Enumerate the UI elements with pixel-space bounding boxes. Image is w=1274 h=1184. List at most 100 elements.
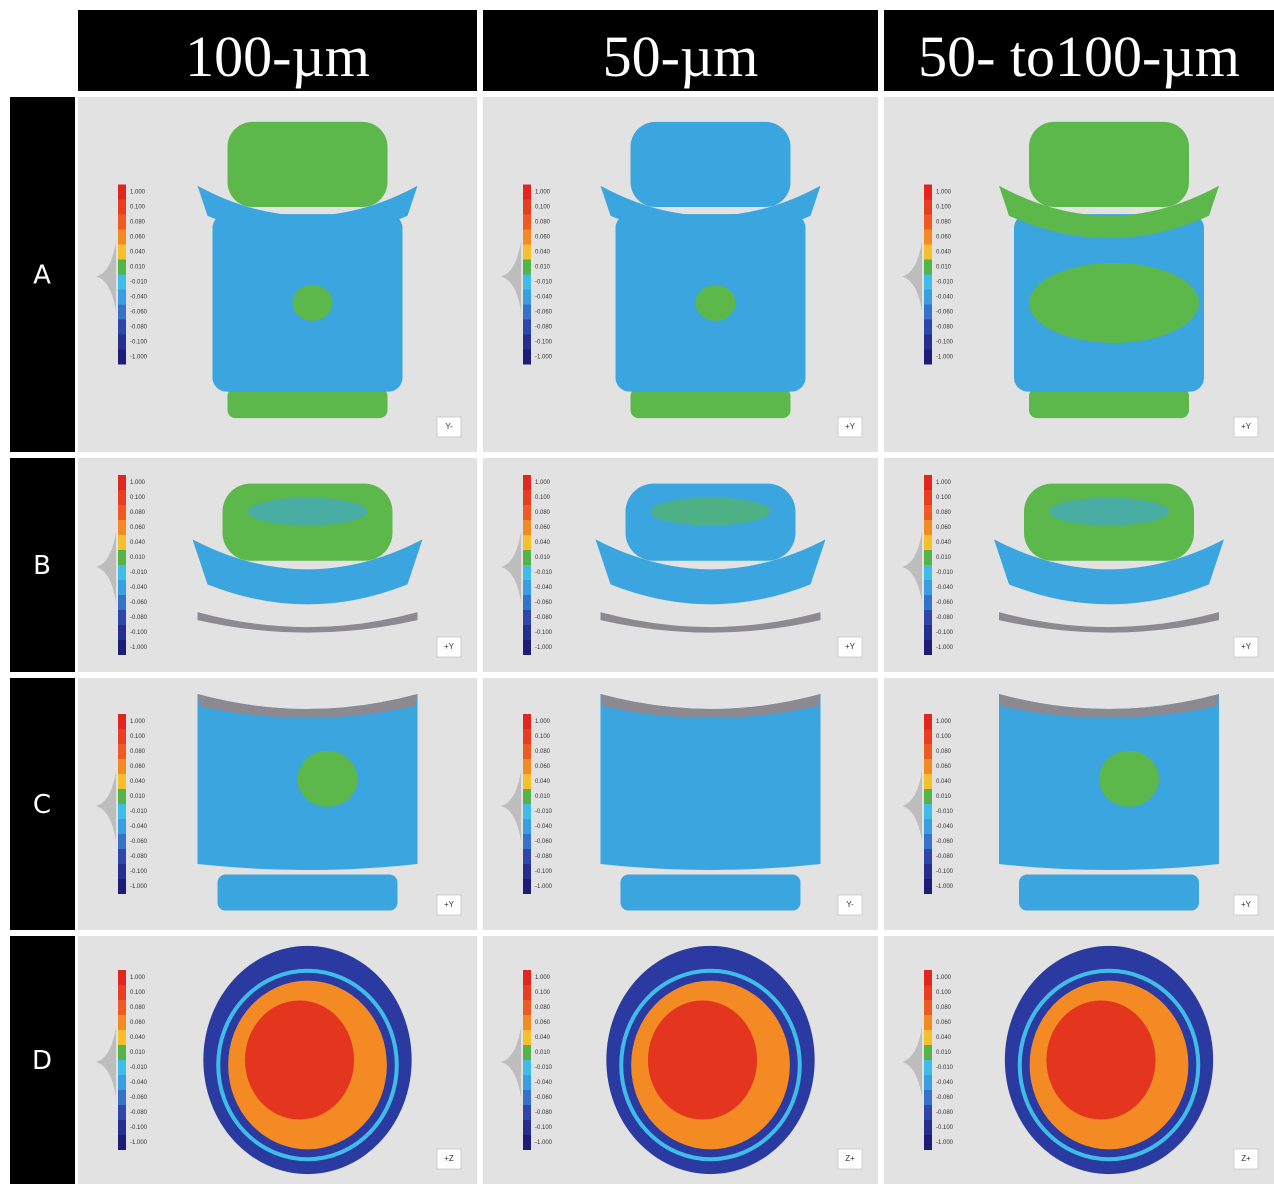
legend-label: -1.000: [130, 355, 148, 361]
legend-label: 0.060: [130, 1020, 146, 1026]
legend-swatch: [924, 1075, 932, 1090]
legend-label: -0.060: [936, 600, 954, 606]
legend-swatch: [523, 804, 531, 819]
legend-swatch: [924, 535, 932, 550]
legend-swatch: [523, 849, 531, 864]
base: [1029, 388, 1189, 418]
legend-label: 0.100: [535, 734, 551, 740]
cap: [1029, 122, 1189, 207]
legend-swatch: [118, 849, 126, 864]
patch: [293, 285, 333, 321]
legend-label: -0.100: [535, 630, 553, 636]
legend-swatch: [523, 1045, 531, 1060]
legend-swatch: [924, 625, 932, 640]
legend-swatch: [523, 320, 531, 335]
legend-swatch: [118, 490, 126, 505]
legend-label: 0.040: [130, 1035, 146, 1041]
legend-label: -1.000: [936, 884, 954, 890]
legend-swatch: [924, 1015, 932, 1030]
patch: [696, 285, 736, 321]
legend-swatch: [118, 580, 126, 595]
legend-label: 0.040: [130, 779, 146, 785]
legend-swatch: [118, 625, 126, 640]
legend-label: 0.080: [936, 220, 952, 226]
legend-swatch: [118, 200, 126, 215]
legend-swatch: [118, 819, 126, 834]
legend-label: -0.010: [130, 1065, 148, 1071]
legend-label: 0.040: [535, 250, 551, 256]
legend-swatch: [924, 610, 932, 625]
base: [218, 875, 398, 911]
body: [601, 694, 821, 870]
legend-swatch: [523, 834, 531, 849]
view-label: +Y: [1241, 642, 1252, 651]
legend-label: -0.060: [936, 839, 954, 845]
legend-swatch: [924, 305, 932, 320]
legend-swatch: [118, 185, 126, 200]
legend-swatch: [118, 475, 126, 490]
legend-label: 1.000: [535, 975, 551, 981]
legend-label: -0.080: [130, 615, 148, 621]
legend-swatch: [924, 505, 932, 520]
legend-label: 0.040: [130, 540, 146, 546]
legend-swatch: [924, 490, 932, 505]
legend-label: 1.000: [535, 190, 551, 196]
legend-label: 0.010: [936, 265, 952, 271]
legend-label: 0.010: [936, 1050, 952, 1056]
legend-label: -0.010: [535, 1065, 553, 1071]
legend-swatch: [924, 580, 932, 595]
legend-swatch: [523, 1000, 531, 1015]
legend-swatch: [523, 625, 531, 640]
legend-swatch: [118, 1090, 126, 1105]
legend-swatch: [523, 1090, 531, 1105]
legend-swatch: [924, 245, 932, 260]
legend-label: 0.060: [130, 235, 146, 241]
legend-label: 0.010: [535, 1050, 551, 1056]
legend-label: 0.060: [130, 525, 146, 531]
legend-label: -1.000: [130, 645, 148, 651]
legend-swatch: [118, 834, 126, 849]
legend-swatch: [523, 260, 531, 275]
base: [621, 875, 801, 911]
legend-label: -0.040: [130, 824, 148, 830]
legend-swatch: [118, 1030, 126, 1045]
legend-swatch: [118, 985, 126, 1000]
legend-swatch: [924, 789, 932, 804]
legend-label: -0.010: [936, 570, 954, 576]
legend-swatch: [924, 1000, 932, 1015]
legend-label: -0.060: [936, 310, 954, 316]
legend-label: -0.100: [535, 1125, 553, 1131]
legend-swatch: [523, 744, 531, 759]
legend-swatch: [118, 879, 126, 894]
legend-swatch: [523, 759, 531, 774]
legend-swatch: [523, 200, 531, 215]
row-label: C: [33, 790, 51, 820]
view-label: +Y: [444, 900, 455, 909]
legend-swatch: [924, 970, 932, 985]
legend-label: -0.010: [130, 570, 148, 576]
legend-swatch: [924, 864, 932, 879]
legend-label: -0.080: [936, 325, 954, 331]
legend-label: 1.000: [535, 480, 551, 486]
legend-label: 0.080: [535, 749, 551, 755]
row-label: B: [33, 551, 51, 581]
legend-label: -0.060: [130, 310, 148, 316]
legend-label: -0.060: [535, 1095, 553, 1101]
legend-swatch: [118, 535, 126, 550]
legend-label: 0.100: [535, 205, 551, 211]
legend-label: 1.000: [936, 190, 952, 196]
legend-label: -0.100: [130, 1125, 148, 1131]
view-label: Y-: [445, 422, 453, 431]
legend-label: 0.080: [535, 220, 551, 226]
legend-label: 0.060: [936, 764, 952, 770]
legend-swatch: [118, 804, 126, 819]
legend-swatch: [523, 1015, 531, 1030]
legend-swatch: [523, 275, 531, 290]
legend-swatch: [523, 1105, 531, 1120]
legend-label: 1.000: [130, 190, 146, 196]
legend-swatch: [924, 215, 932, 230]
legend-label: 0.100: [936, 734, 952, 740]
legend-label: -0.060: [130, 839, 148, 845]
legend-label: -0.010: [936, 809, 954, 815]
legend-label: 0.100: [936, 205, 952, 211]
